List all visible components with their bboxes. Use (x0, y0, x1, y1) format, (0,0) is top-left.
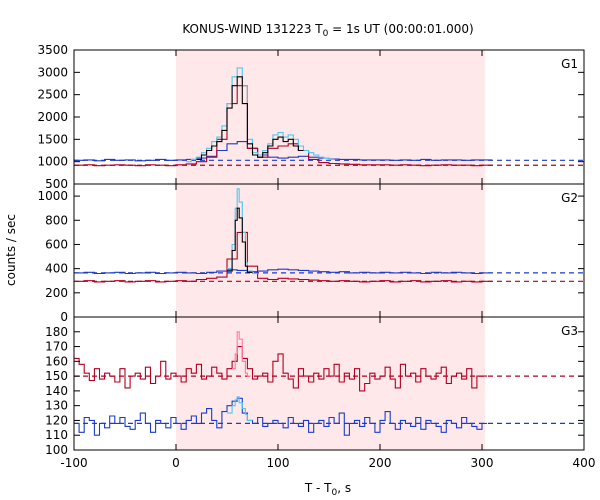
y-tick-label: 1000 (37, 189, 68, 203)
x-tick-label: 400 (573, 456, 596, 470)
panel-plot-area (74, 188, 584, 283)
shaded-interval (176, 317, 486, 450)
panel-label: G3 (561, 324, 578, 338)
y-tick-label: 2500 (37, 88, 68, 102)
y-tick-label: 180 (45, 325, 68, 339)
lightcurve-pink (232, 331, 251, 377)
y-tick-label: 150 (45, 369, 68, 383)
panel-plot-area (74, 67, 584, 167)
y-tick-label: 100 (45, 443, 68, 457)
y-tick-label: 3500 (37, 43, 68, 57)
y-tick-label: 600 (45, 237, 68, 251)
title-subscript: 0 (323, 29, 329, 39)
y-tick-label: 400 (45, 262, 68, 276)
lightcurve-cyan (227, 396, 253, 421)
title-main: KONUS-WIND 131223 T (182, 22, 323, 36)
x-tick-label: -100 (60, 456, 87, 470)
y-tick-label: 140 (45, 384, 68, 398)
panel-label: G1 (561, 57, 578, 71)
lightcurve-cyan (186, 67, 335, 163)
lightcurve-blue (74, 268, 493, 275)
panel-plot-area (74, 331, 584, 436)
chart-title: KONUS-WIND 131223 T0 = 1s UT (00:00:01.0… (182, 22, 473, 39)
lightcurve-red (74, 85, 493, 167)
xlabel-rest: , s (337, 481, 351, 495)
y-tick-label: 500 (45, 177, 68, 191)
x-tick-label: 200 (369, 456, 392, 470)
lightcurve-red (74, 346, 488, 392)
x-axis-label: T - T0, s (304, 481, 351, 498)
xlabel-subscript: 0 (332, 488, 338, 498)
y-tick-label: 800 (45, 213, 68, 227)
y-tick-label: 200 (45, 286, 68, 300)
x-tick-label: 100 (267, 456, 290, 470)
y-tick-label: 3000 (37, 65, 68, 79)
y-tick-label: 110 (45, 428, 68, 442)
y-axis-label: counts / sec (4, 214, 18, 286)
panel-label: G2 (561, 191, 578, 205)
y-tick-label: 1500 (37, 132, 68, 146)
y-tick-label: 130 (45, 399, 68, 413)
lightcurve-black (196, 76, 304, 160)
panels-group: 500100015002000250030003500G102004006008… (37, 43, 595, 470)
shaded-interval (176, 184, 486, 317)
x-tick-label: 0 (172, 456, 180, 470)
y-tick-label: 120 (45, 413, 68, 427)
title-rest: = 1s UT (00:00:01.000) (328, 22, 473, 36)
y-tick-label: 1000 (37, 155, 68, 169)
lightcurve-black (227, 207, 253, 273)
panel-g1: 500 1000 1500 2000 2500 3000 3500 G1 (37, 43, 585, 191)
x-tick-label: 300 (471, 456, 494, 470)
y-tick-label: 0 (60, 310, 68, 324)
panel-g2: 0 200 400 600 800 1000 G2 (37, 183, 585, 324)
y-tick-label: 160 (45, 354, 68, 368)
lightcurve-blue (74, 397, 488, 436)
xlabel-main: T - T (304, 481, 332, 495)
panel-frame (73, 316, 585, 451)
y-tick-label: 2000 (37, 110, 68, 124)
lightcurve-red (74, 231, 493, 283)
y-tick-label: 170 (45, 340, 68, 354)
